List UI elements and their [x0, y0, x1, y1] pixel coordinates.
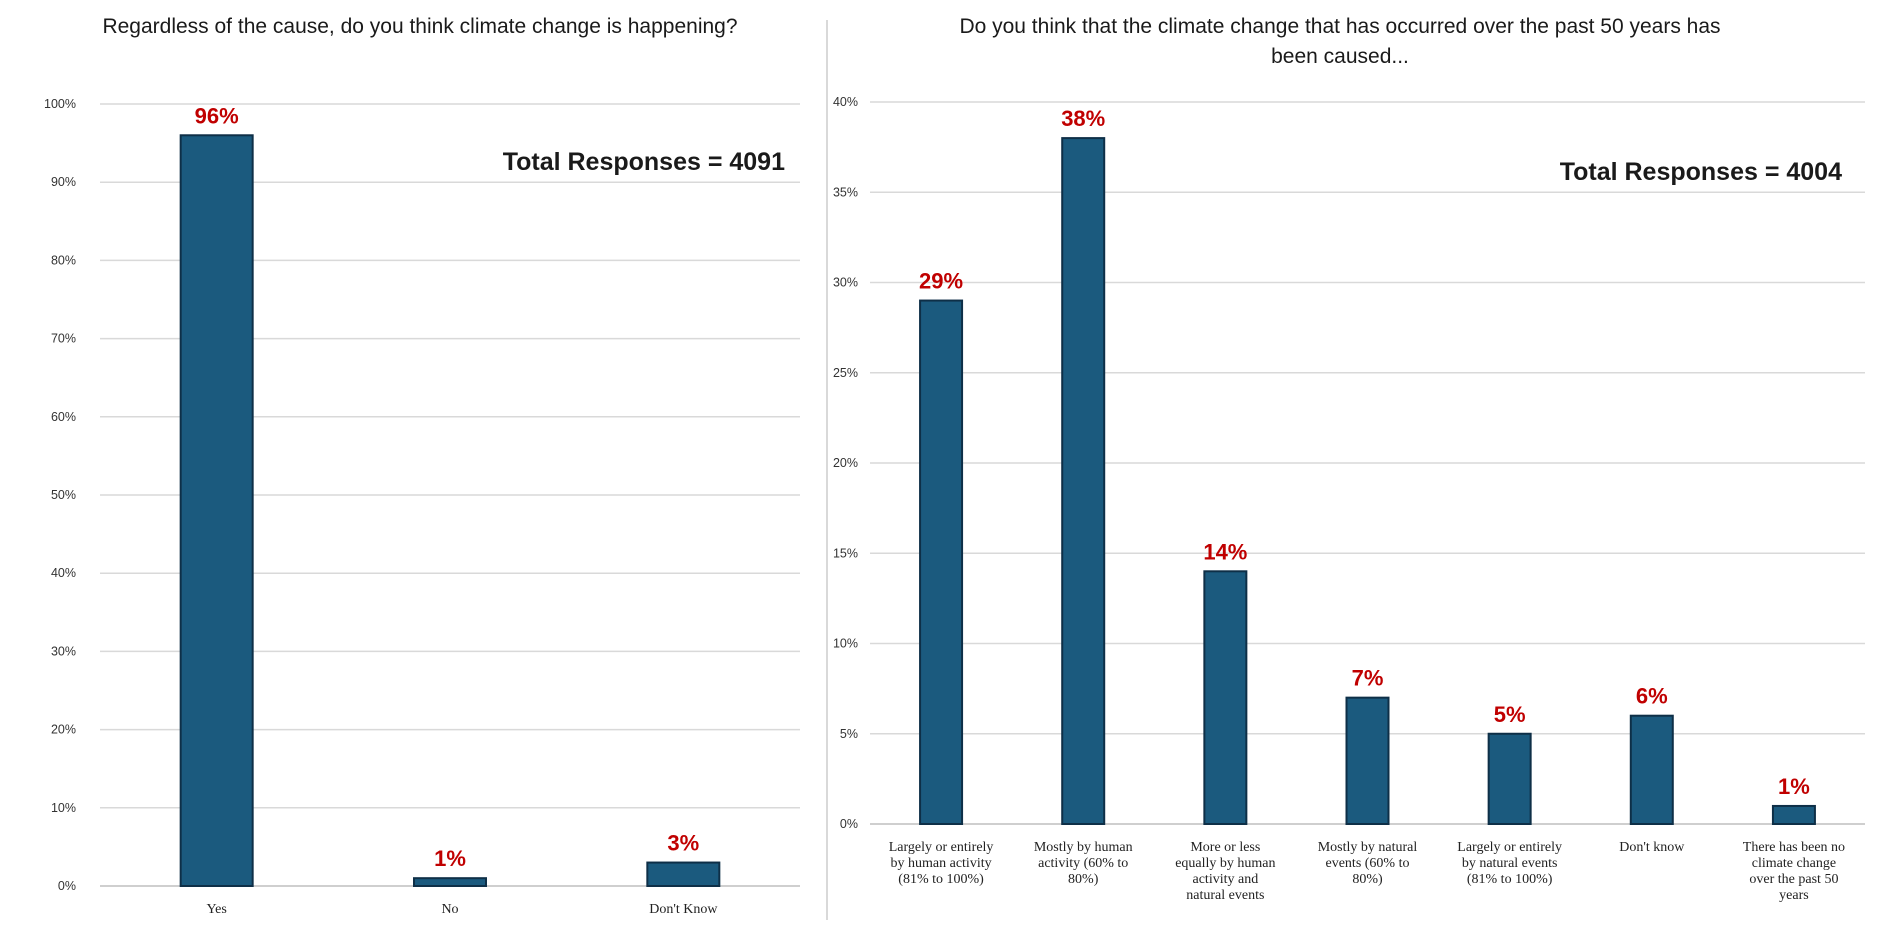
y-tick-label: 20%	[51, 723, 76, 737]
total-responses-annotation: Total Responses = 4091	[503, 148, 785, 176]
y-tick-label: 70%	[51, 332, 76, 346]
category-label: activity and	[1193, 872, 1259, 887]
category-label: over the past 50	[1749, 872, 1838, 887]
bar-chart-left: 0% 10% 20% 30% 40% 50% 60% 70% 80% 90% 100% 96% Yes 1…	[44, 97, 800, 917]
chart-panel-left: Regardless of the cause, do you think cl…	[0, 0, 826, 930]
category-label: More or less	[1190, 840, 1260, 855]
chart-title-left: Regardless of the cause, do you think cl…	[102, 15, 738, 38]
y-tick-label: 30%	[833, 276, 858, 290]
y-tick-label: 60%	[51, 410, 76, 424]
y-tick-label: 80%	[51, 253, 76, 267]
category-label: No	[441, 902, 458, 917]
bar	[1203, 570, 1248, 825]
category-label: 80%)	[1068, 872, 1099, 887]
chart-panel-right: Do you think that the climate change tha…	[830, 0, 1900, 930]
category-label: Don't know	[1619, 840, 1685, 855]
bar	[1345, 696, 1390, 826]
category-label: equally by human	[1175, 856, 1275, 871]
y-tick-label: 25%	[833, 366, 858, 380]
category-label: (81% to 100%)	[1467, 872, 1553, 887]
category-label: events (60% to	[1326, 856, 1410, 871]
bar	[1771, 804, 1816, 826]
category-label: Yes	[206, 902, 226, 917]
y-tick-label: 35%	[833, 185, 858, 199]
y-tick-label: 5%	[840, 727, 858, 741]
bar	[646, 861, 721, 887]
total-responses-annotation: Total Responses = 4004	[1560, 158, 1842, 186]
category-label: activity (60% to	[1038, 856, 1128, 871]
y-tick-label: 30%	[51, 644, 76, 658]
category-label: by natural events	[1462, 856, 1558, 871]
data-label: 1%	[1778, 774, 1810, 799]
y-tick-label: 15%	[833, 546, 858, 560]
bar	[919, 299, 964, 825]
bar-chart-right: 0% 5% 10% 15% 20% 25% 30% 35% 40% 29% Largely or e…	[833, 95, 1865, 903]
data-label: 14%	[1203, 539, 1247, 564]
y-tick-label: 20%	[833, 456, 858, 470]
category-label: There has been no	[1743, 840, 1845, 855]
category-label: Largely or entirely	[889, 840, 994, 855]
category-label: (81% to 100%)	[898, 872, 984, 887]
y-tick-label: 10%	[51, 801, 76, 815]
data-label: 7%	[1352, 666, 1384, 691]
y-tick-label: 50%	[51, 488, 76, 502]
category-label: Largely or entirely	[1457, 840, 1562, 855]
category-label: 80%)	[1352, 872, 1383, 887]
category-label: natural events	[1186, 888, 1264, 903]
y-tick-label: 40%	[833, 95, 858, 109]
data-label: 1%	[434, 846, 466, 871]
chart-title-right: Do you think that the climate change tha…	[959, 15, 1721, 68]
category-label: Don't Know	[649, 902, 718, 917]
data-label: 29%	[919, 269, 963, 294]
y-tick-label: 40%	[51, 566, 76, 580]
data-label: 3%	[667, 831, 699, 856]
y-tick-label: 90%	[51, 175, 76, 189]
bar	[1061, 137, 1106, 826]
category-label: by human activity	[891, 856, 992, 871]
bar	[413, 877, 487, 887]
category-label: years	[1779, 888, 1809, 903]
data-label: 38%	[1061, 106, 1105, 131]
category-label: Mostly by human	[1034, 840, 1133, 855]
y-tick-label: 0%	[58, 879, 76, 893]
data-label: 5%	[1494, 702, 1526, 727]
bar	[179, 134, 254, 887]
y-tick-label: 10%	[833, 637, 858, 651]
panel-divider	[826, 20, 828, 920]
data-label: 96%	[195, 103, 239, 128]
bar	[1487, 732, 1532, 825]
y-tick-label: 100%	[44, 97, 76, 111]
y-tick-label: 0%	[840, 817, 858, 831]
category-label: climate change	[1752, 856, 1836, 871]
bar	[1629, 714, 1674, 826]
category-label: Mostly by natural	[1318, 840, 1418, 855]
data-label: 6%	[1636, 684, 1668, 709]
